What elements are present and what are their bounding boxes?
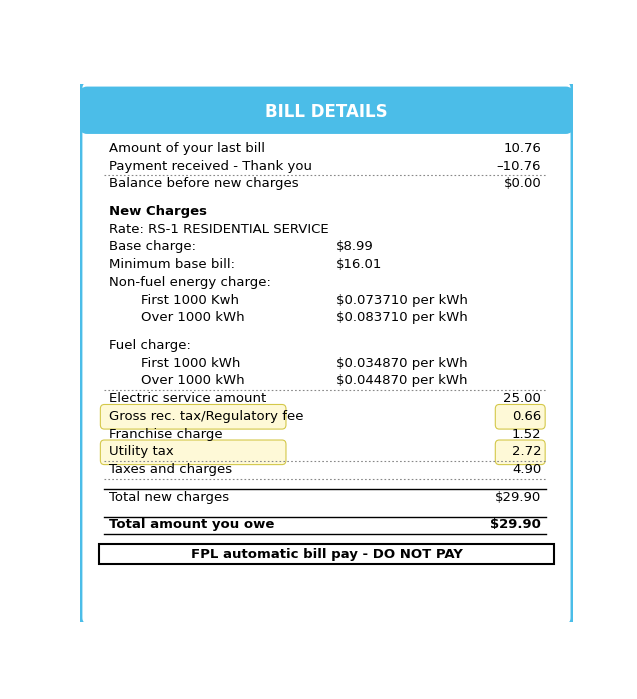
Text: $29.90: $29.90 [495, 491, 541, 504]
Bar [99, 110, 554, 126]
Text: Taxes and charges: Taxes and charges [110, 463, 233, 476]
Text: Rate: RS-1 RESIDENTIAL SERVICE: Rate: RS-1 RESIDENTIAL SERVICE [110, 222, 329, 236]
Text: –10.76: –10.76 [497, 159, 541, 173]
Text: $0.044870 per kWh: $0.044870 per kWh [336, 375, 468, 387]
Text: 2.72: 2.72 [512, 445, 541, 459]
Text: Fuel charge:: Fuel charge: [110, 339, 191, 352]
Text: $0.073710 per kWh: $0.073710 per kWh [336, 294, 468, 307]
Text: Electric service amount: Electric service amount [110, 392, 266, 405]
FancyBboxPatch shape [496, 440, 545, 465]
FancyBboxPatch shape [101, 405, 286, 429]
Text: $29.90: $29.90 [490, 518, 541, 531]
Text: $0.034870 per kWh: $0.034870 per kWh [336, 356, 468, 370]
Text: First 1000 Kwh: First 1000 Kwh [141, 294, 240, 307]
Bar [99, 544, 554, 565]
Text: Total amount you owe: Total amount you owe [110, 518, 275, 531]
Text: $16.01: $16.01 [336, 258, 383, 271]
FancyBboxPatch shape [101, 440, 286, 465]
Text: Minimum base bill:: Minimum base bill: [110, 258, 235, 271]
Text: Payment received - Thank you: Payment received - Thank you [110, 159, 312, 173]
Text: Over 1000 kWh: Over 1000 kWh [141, 312, 245, 324]
Text: Balance before new charges: Balance before new charges [110, 178, 299, 190]
Text: New Charges: New Charges [110, 205, 207, 218]
FancyBboxPatch shape [496, 405, 545, 429]
Text: Franchise charge: Franchise charge [110, 428, 223, 440]
Text: Amount of your last bill: Amount of your last bill [110, 142, 265, 155]
Text: Total new charges: Total new charges [110, 491, 229, 504]
Text: 1.52: 1.52 [512, 428, 541, 440]
Text: Gross rec. tax/Regulatory fee: Gross rec. tax/Regulatory fee [110, 410, 304, 423]
Text: 10.76: 10.76 [503, 142, 541, 155]
Text: 25.00: 25.00 [503, 392, 541, 405]
Text: $0.00: $0.00 [503, 178, 541, 190]
Text: FPL automatic bill pay - DO NOT PAY: FPL automatic bill pay - DO NOT PAY [190, 548, 462, 561]
Text: $8.99: $8.99 [336, 240, 374, 253]
Text: $0.083710 per kWh: $0.083710 per kWh [336, 312, 468, 324]
Text: First 1000 kWh: First 1000 kWh [141, 356, 241, 370]
Text: Over 1000 kWh: Over 1000 kWh [141, 375, 245, 387]
Text: 4.90: 4.90 [512, 463, 541, 476]
Text: BILL DETAILS: BILL DETAILS [265, 103, 388, 121]
FancyBboxPatch shape [80, 80, 573, 626]
FancyBboxPatch shape [80, 87, 573, 134]
Text: Non-fuel energy charge:: Non-fuel energy charge: [110, 276, 271, 289]
Text: 0.66: 0.66 [512, 410, 541, 423]
Text: Base charge:: Base charge: [110, 240, 196, 253]
Text: Utility tax: Utility tax [110, 445, 174, 459]
